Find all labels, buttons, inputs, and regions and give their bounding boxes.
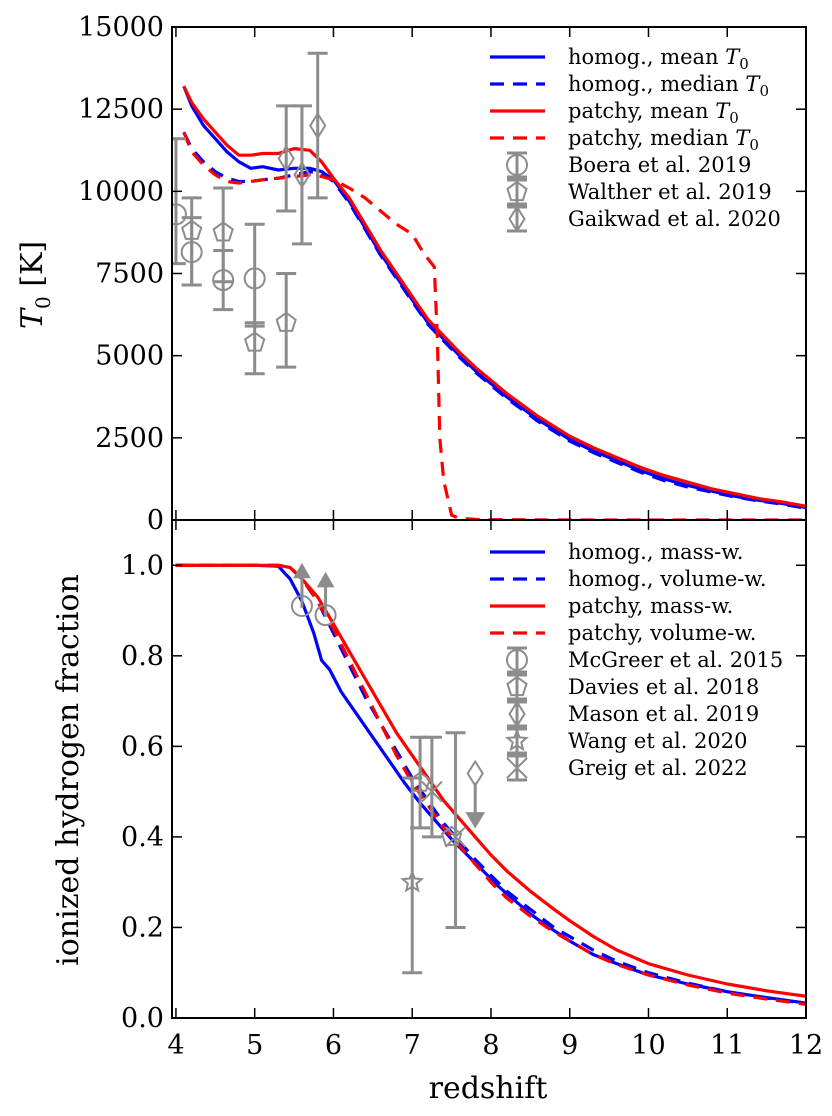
x-tick-label-5: 5 — [246, 1030, 263, 1061]
legend-symbol: T — [715, 99, 731, 123]
legend-subscript: 0 — [739, 55, 749, 73]
x-tick-label-10: 10 — [631, 1030, 665, 1061]
temperature-axis-label: T0 [K] — [15, 241, 55, 329]
temperature-observations-group — [172, 51, 328, 376]
temperature-series-group — [182, 85, 806, 520]
top-obs-walther-et-al-2019-3-marker — [275, 311, 297, 332]
bot-legend-mcgreer-et-al-2015-marker — [506, 649, 528, 671]
legend-symbol: T — [735, 126, 751, 150]
x-tick-label-6: 6 — [325, 1030, 342, 1061]
bot-legend-mcgreer-et-al-2015-label: McGreer et al. 2015 — [568, 648, 783, 672]
bot-legend-mason-et-al-2019-label: Mason et al. 2019 — [568, 702, 759, 726]
bot-legend-wang-et-al-2020-label: Wang et al. 2020 — [568, 729, 748, 753]
bot-y-tick-label-3: 0.6 — [121, 731, 164, 762]
temperature-axis-label-sub: 0 — [31, 296, 55, 309]
bot-legend-davies-et-al-2018-label: Davies et al. 2018 — [568, 675, 759, 699]
top-y-tick-label-5: 12500 — [78, 94, 164, 125]
legend-symbol: T — [725, 45, 741, 69]
top-obs-gaikwad-et-al-2020-0-marker — [277, 144, 295, 173]
temperature-ticks-group: 0 2500 5000 7500 10000 12500 15000 — [78, 12, 807, 536]
top-obs-walther-et-al-2019-2-marker — [244, 331, 266, 352]
bot-legend-davies-et-al-2018-marker — [506, 675, 528, 697]
top-legend-patchy-median-t0-label: patchy, median T0 — [568, 126, 759, 154]
top-legend-boera-et-al-2019-label: Boera et al. 2019 — [568, 153, 751, 177]
top-obs-walther-et-al-2019-0-marker — [181, 219, 203, 240]
bot-obs-greig-et-al-2022-1-marker — [444, 826, 467, 848]
x-tick-label-11: 11 — [710, 1030, 744, 1061]
bot-y-tick-label-2: 0.4 — [121, 822, 164, 853]
legend-subscript: 0 — [759, 82, 769, 100]
bot-legend-patchy-mass-w-label: patchy, mass-w. — [568, 594, 733, 618]
top-obs-gaikwad-et-al-2020-2-marker — [309, 111, 327, 140]
x-tick-label-7: 7 — [404, 1030, 421, 1061]
top-obs-boera-et-al-2019-0-marker — [172, 203, 187, 226]
top-y-tick-label-6: 15000 — [78, 12, 164, 43]
top-obs-gaikwad-et-al-2020-1-marker — [293, 161, 311, 189]
bot-limit-1-arrow-up — [316, 571, 335, 588]
bot-y-tick-label-1: 0.2 — [121, 912, 164, 943]
bot-legend-homog-mass-w-label: homog., mass-w. — [568, 540, 743, 564]
legend-text: homog., mean — [568, 45, 725, 69]
bot-limit-0-arrow-up — [293, 562, 311, 579]
legend-text: homog., median — [568, 72, 745, 96]
top-legend-gaikwad-et-al-2020-marker — [508, 205, 526, 233]
top-obs-boera-et-al-2019-3-marker — [243, 267, 266, 290]
bot-obs-wang-et-al-2020-0-marker — [400, 869, 425, 893]
x-tick-label-12: 12 — [789, 1030, 823, 1061]
bot-legend-wang-et-al-2020-marker — [505, 728, 529, 752]
top-y-tick-label-0: 0 — [147, 505, 164, 536]
top-legend-boera-et-al-2019-marker — [506, 154, 528, 176]
bot-legend-greig-et-al-2022-marker — [506, 757, 528, 779]
x-tick-label-4: 4 — [167, 1030, 184, 1061]
top-y-tick-label-3: 7500 — [95, 259, 164, 290]
x-tick-label-8: 8 — [482, 1030, 499, 1061]
top-legend-homog-mean-t0-label: homog., mean T0 — [568, 45, 749, 73]
temperature-axis-label-symbol: T — [15, 307, 50, 329]
ionized-fraction-panel: 4 5 6 7 8 9 10 11 12 0.0 0.2 0.4 0.6 0.8 1.0 ionized h… — [51, 519, 823, 1106]
bot-obs-greig-et-al-2022-0-marker — [421, 780, 443, 803]
top-legend-gaikwad-et-al-2020-label: Gaikwad et al. 2020 — [568, 207, 781, 231]
ionized-legend: homog., mass-w. homog., volume-w. patchy, … — [490, 540, 783, 782]
bot-legend-homog-volume-w-label: homog., volume-w. — [568, 567, 767, 591]
top-y-tick-label-2: 5000 — [95, 341, 164, 372]
top-legend-walther-et-al-2019-marker — [506, 180, 528, 202]
bot-y-tick-label-0: 0.0 — [121, 1003, 164, 1034]
bot-obs-mason-et-al-2019-0-marker — [466, 759, 484, 788]
ionized-ticks-group: 4 5 6 7 8 9 10 11 12 0.0 0.2 0.4 0.6 0.8 1.0 — [121, 520, 823, 1061]
bot-legend-mason-et-al-2019-marker — [508, 700, 526, 728]
legend-subscript: 0 — [749, 136, 759, 154]
top-y-tick-label-1: 2500 — [95, 423, 164, 454]
bot-legend-patchy-volume-w-label: patchy, volume-w. — [568, 621, 756, 645]
legend-symbol: T — [745, 72, 761, 96]
temperature-axis-label-unit: [K] — [15, 241, 50, 296]
top-legend-homog-median-t0-label: homog., median T0 — [568, 72, 769, 100]
x-tick-label-9: 9 — [561, 1030, 578, 1061]
bot-y-tick-label-4: 0.8 — [121, 641, 164, 672]
top-obs-walther-et-al-2019-1-marker — [212, 221, 234, 242]
legend-text: patchy, median — [568, 126, 735, 150]
bot-legend-greig-et-al-2022-label: Greig et al. 2022 — [568, 756, 748, 780]
ionized-axis-label: ionized hydrogen fraction — [51, 574, 86, 966]
top-y-tick-label-4: 10000 — [78, 176, 164, 207]
ionized-panel-frame — [171, 519, 807, 1019]
bot-limit-2-arrow-down — [465, 812, 486, 829]
legend-text: patchy, mean — [568, 99, 715, 123]
top-legend-walther-et-al-2019-label: Walther et al. 2019 — [568, 180, 772, 204]
bot-y-tick-label-5: 1.0 — [121, 550, 164, 581]
legend-subscript: 0 — [729, 109, 739, 127]
ionized-observations-group — [290, 562, 486, 975]
x-axis-label: redshift — [429, 1071, 548, 1106]
top-legend-patchy-mean-t0-label: patchy, mean T0 — [568, 99, 739, 127]
